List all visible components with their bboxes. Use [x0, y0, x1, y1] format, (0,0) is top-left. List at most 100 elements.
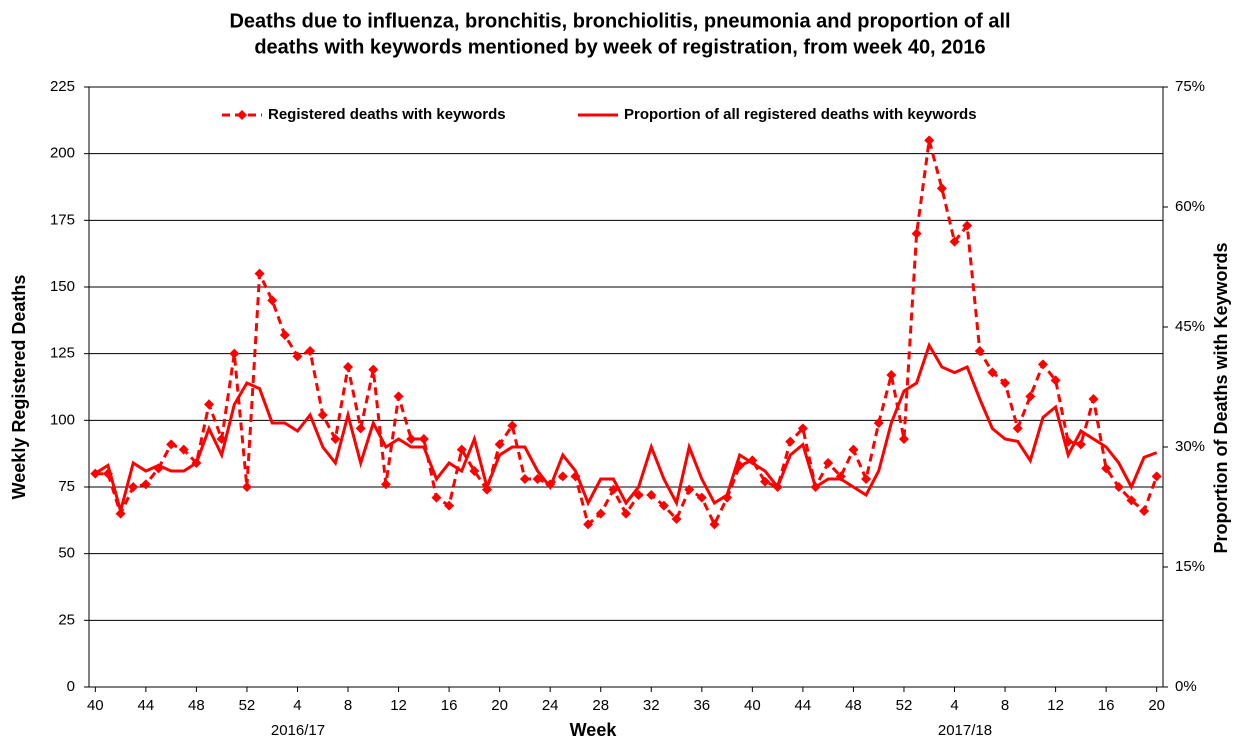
data-point	[936, 183, 947, 194]
y-tick-label: 225	[50, 78, 75, 95]
data-point	[1101, 463, 1112, 474]
data-point	[759, 476, 770, 487]
data-point	[292, 351, 303, 362]
x-tick-label: 28	[592, 697, 609, 714]
legend-label: Proportion of all registered deaths with…	[624, 106, 977, 123]
y-tick-label: 75	[58, 478, 75, 495]
x-tick-label: 12	[1047, 697, 1064, 714]
data-point	[355, 423, 366, 434]
data-point	[1012, 423, 1023, 434]
x-tick-label: 16	[1098, 697, 1115, 714]
data-point	[204, 399, 215, 410]
x-axis-title: Week	[570, 720, 618, 740]
data-point	[646, 490, 657, 500]
data-point	[254, 268, 265, 279]
x-tick-label: 12	[390, 697, 407, 714]
data-point	[229, 348, 240, 359]
data-point	[583, 519, 594, 530]
x-tick-label: 40	[744, 697, 761, 714]
x-tick-label: 20	[1148, 697, 1165, 714]
data-point	[519, 474, 530, 484]
data-point	[987, 367, 998, 378]
data-point	[1088, 394, 1099, 404]
y-tick-label: 125	[50, 345, 75, 362]
data-point	[911, 228, 922, 239]
data-point	[861, 474, 872, 484]
data-point	[241, 482, 252, 492]
legend-marker	[237, 110, 247, 120]
data-point	[444, 500, 455, 511]
x-tick-label: 44	[138, 697, 155, 714]
data-point	[393, 391, 404, 402]
data-point	[1037, 359, 1048, 370]
data-point	[140, 479, 151, 490]
x-tick-label: 16	[441, 697, 458, 714]
data-point	[949, 236, 960, 247]
data-point	[924, 135, 935, 146]
data-point	[494, 439, 505, 450]
data-point	[823, 458, 834, 468]
data-point	[279, 330, 290, 340]
legend-label: Registered deaths with keywords	[268, 106, 506, 123]
data-point	[431, 492, 442, 503]
y-tick-label: 150	[50, 278, 75, 295]
y2-tick-label: 45%	[1175, 318, 1205, 335]
x-tick-label: 20	[491, 697, 508, 714]
data-point	[671, 514, 682, 524]
data-point	[368, 364, 379, 375]
data-point	[406, 434, 417, 444]
data-point	[267, 295, 278, 306]
data-point	[658, 500, 669, 511]
x-tick-label: 4	[293, 697, 301, 714]
x-tick-label: 24	[542, 697, 559, 714]
data-point	[1000, 378, 1011, 388]
data-point	[696, 492, 707, 503]
data-point	[848, 444, 859, 455]
series-line	[95, 139, 1159, 528]
data-point	[456, 444, 467, 455]
y-tick-label: 100	[50, 411, 75, 428]
data-point	[1126, 495, 1137, 506]
y-axis-title: Weekly Registered Deaths	[9, 275, 29, 500]
x-tick-label: 52	[896, 697, 913, 714]
data-point	[1151, 471, 1162, 482]
x-tick-label: 8	[1001, 697, 1009, 714]
data-point	[330, 434, 341, 444]
data-point	[507, 420, 518, 431]
x-tick-label: 8	[344, 697, 352, 714]
data-point	[709, 519, 720, 530]
x-tick-label: 40	[87, 697, 104, 714]
data-point	[621, 508, 631, 519]
data-point	[962, 220, 973, 231]
x-tick-label: 32	[643, 697, 660, 714]
y2-tick-label: 30%	[1175, 438, 1205, 455]
y2-tick-label: 60%	[1175, 198, 1205, 215]
y2-tick-label: 75%	[1175, 78, 1205, 95]
y-tick-label: 50	[58, 545, 75, 562]
data-point	[380, 479, 391, 490]
data-point	[166, 439, 177, 450]
x-tick-label: 48	[845, 697, 862, 714]
y2-tick-label: 15%	[1175, 558, 1205, 575]
data-point	[1075, 439, 1086, 450]
data-point	[797, 423, 808, 434]
x-tick-label: 36	[693, 697, 710, 714]
y-tick-label: 200	[50, 145, 75, 162]
data-point	[178, 444, 189, 455]
data-point	[595, 508, 606, 519]
data-point	[684, 484, 695, 495]
data-point	[343, 362, 354, 372]
data-point	[128, 482, 139, 492]
y2-tick-label: 0%	[1175, 678, 1197, 695]
data-point	[974, 346, 985, 356]
x-tick-label: 52	[239, 697, 256, 714]
data-point	[785, 436, 796, 447]
data-point	[557, 471, 568, 482]
chart-title: deaths with keywords mentioned by week o…	[254, 36, 985, 58]
data-point	[1139, 506, 1150, 516]
data-point	[886, 370, 897, 380]
x-tick-label: 48	[188, 697, 205, 714]
y-tick-label: 25	[58, 611, 75, 628]
data-point	[418, 434, 429, 444]
